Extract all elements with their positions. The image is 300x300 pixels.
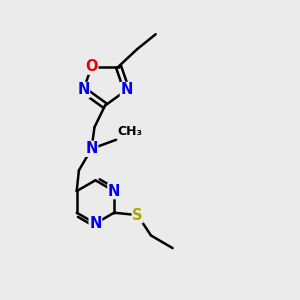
- Text: S: S: [132, 208, 143, 223]
- Text: N: N: [89, 216, 102, 231]
- Text: N: N: [85, 141, 98, 156]
- Text: N: N: [108, 184, 120, 199]
- Text: N: N: [120, 82, 133, 98]
- Text: CH₃: CH₃: [118, 125, 142, 138]
- Text: N: N: [77, 82, 90, 98]
- Text: O: O: [85, 59, 98, 74]
